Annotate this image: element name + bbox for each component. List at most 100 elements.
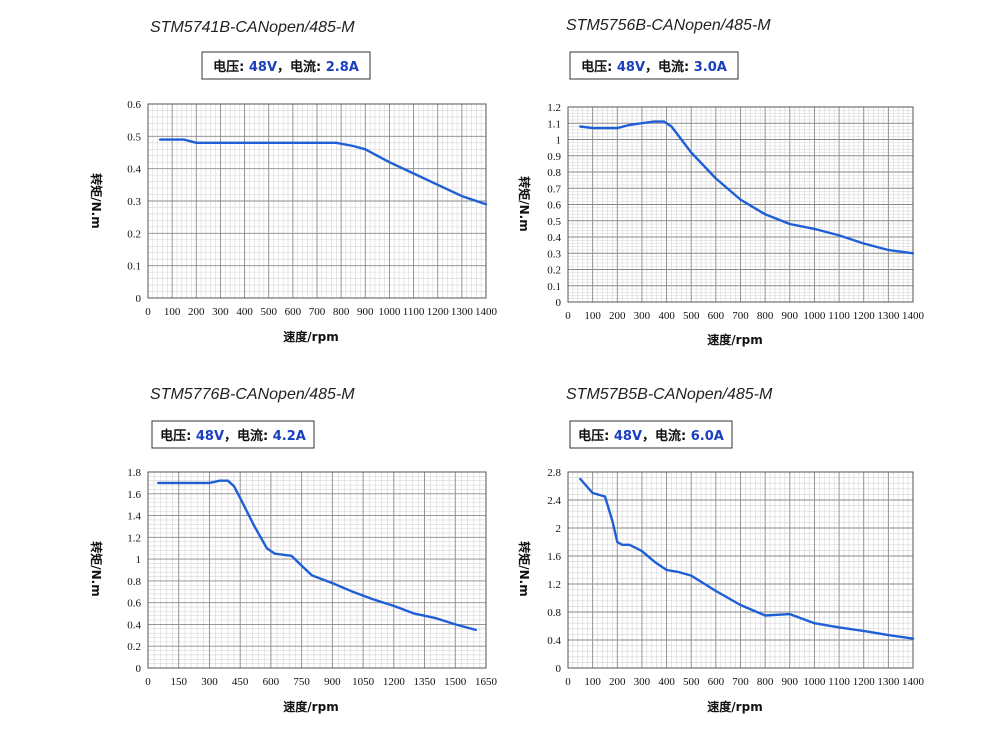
x-tick-label: 1200 bbox=[383, 676, 406, 688]
torque-curve bbox=[579, 477, 915, 640]
x-tick-label: 400 bbox=[658, 676, 675, 688]
voltage-value: 48V bbox=[249, 60, 277, 75]
voltage-label: 电压: bbox=[160, 428, 196, 444]
x-tick-label: 100 bbox=[584, 676, 601, 688]
x-tick-label: 1350 bbox=[414, 676, 437, 688]
voltage-value: 48V bbox=[614, 429, 642, 444]
y-tick-label: 2.4 bbox=[547, 495, 561, 507]
plot-frame bbox=[147, 103, 487, 299]
y-tick-label: 0.3 bbox=[127, 196, 141, 208]
torque-curve bbox=[156, 479, 477, 632]
x-tick-label: 600 bbox=[708, 676, 725, 688]
current-value: 4.2A bbox=[273, 429, 306, 444]
x-tick-label: 450 bbox=[232, 676, 249, 688]
x-tick-label: 700 bbox=[732, 676, 749, 688]
spec-box bbox=[151, 420, 315, 449]
y-tick-label: 0.6 bbox=[127, 598, 141, 610]
x-axis-label: 速度/rpm bbox=[707, 699, 762, 714]
spec-text: 电压: 48V，电流: 2.8A bbox=[213, 59, 359, 75]
x-tick-label: 200 bbox=[609, 310, 626, 322]
voltage-label: 电压: bbox=[581, 59, 617, 75]
x-tick-label: 0 bbox=[565, 676, 571, 688]
x-tick-label: 400 bbox=[236, 306, 253, 318]
y-tick-label: 1 bbox=[136, 554, 142, 566]
y-tick-label: 0 bbox=[556, 663, 562, 675]
x-tick-label: 500 bbox=[260, 306, 277, 318]
y-tick-label: 2 bbox=[556, 523, 562, 535]
y-tick-label: 0 bbox=[136, 293, 142, 305]
y-axis-label: 转矩/N.m bbox=[89, 173, 104, 229]
y-tick-label: 0.2 bbox=[127, 228, 141, 240]
chart-2: 0 100 200 300 400 500 600 700 800 900 1000 1100 1200… bbox=[517, 17, 925, 347]
x-tick-label: 300 bbox=[634, 310, 651, 322]
x-tick-label: 1400 bbox=[902, 676, 925, 688]
x-tick-label: 750 bbox=[293, 676, 310, 688]
x-tick-label: 1200 bbox=[427, 306, 450, 318]
x-tick-label: 900 bbox=[782, 310, 799, 322]
x-tick-label: 300 bbox=[634, 676, 651, 688]
y-tick-label: 0.4 bbox=[127, 164, 141, 176]
spec-separator: ， bbox=[642, 429, 655, 444]
minor-grid bbox=[568, 472, 913, 668]
x-tick-label: 600 bbox=[708, 310, 725, 322]
x-tick-label: 1500 bbox=[444, 676, 467, 688]
x-tick-label: 300 bbox=[201, 676, 218, 688]
spec-separator: ， bbox=[277, 60, 290, 75]
y-tick-label: 0.4 bbox=[547, 635, 561, 647]
x-tick-label: 500 bbox=[683, 676, 700, 688]
torque-curve bbox=[579, 120, 915, 255]
x-tick-label: 1300 bbox=[877, 310, 900, 322]
x-axis-label: 速度/rpm bbox=[707, 332, 762, 347]
torque-curve bbox=[158, 138, 488, 206]
x-tick-label: 1050 bbox=[352, 676, 375, 688]
y-tick-label: 1.1 bbox=[547, 118, 561, 130]
x-tick-label: 1300 bbox=[877, 676, 900, 688]
x-tick-label: 1100 bbox=[828, 310, 850, 322]
x-tick-label: 1000 bbox=[803, 676, 826, 688]
x-tick-label: 1300 bbox=[451, 306, 474, 318]
x-tick-label: 600 bbox=[285, 306, 302, 318]
x-tick-label: 150 bbox=[170, 676, 187, 688]
current-label: 电流: bbox=[655, 428, 691, 444]
plot-frame bbox=[567, 471, 914, 669]
current-value: 2.8A bbox=[326, 60, 359, 75]
current-label: 电流: bbox=[290, 59, 326, 75]
y-tick-label: 0.8 bbox=[547, 607, 561, 619]
y-tick-label: 1.2 bbox=[547, 102, 561, 114]
x-tick-label: 0 bbox=[565, 310, 571, 322]
spec-text: 电压: 48V，电流: 3.0A bbox=[581, 59, 727, 75]
x-tick-label: 700 bbox=[309, 306, 326, 318]
y-tick-label: 0.9 bbox=[547, 151, 561, 163]
x-tick-label: 200 bbox=[609, 676, 626, 688]
x-axis-label: 速度/rpm bbox=[283, 329, 338, 344]
y-tick-label: 0.6 bbox=[547, 200, 561, 212]
x-tick-label: 1400 bbox=[475, 306, 498, 318]
current-value: 3.0A bbox=[694, 60, 727, 75]
chart-title: STM5756B-CANopen/485-M bbox=[566, 17, 771, 34]
x-tick-label: 1200 bbox=[853, 676, 876, 688]
x-tick-label: 1000 bbox=[803, 310, 826, 322]
y-tick-label: 0.2 bbox=[547, 265, 561, 277]
x-tick-label: 600 bbox=[263, 676, 280, 688]
chart-title: STM57B5B-CANopen/485-M bbox=[566, 386, 773, 403]
voltage-label: 电压: bbox=[213, 59, 249, 75]
y-tick-label: 0.5 bbox=[547, 216, 561, 228]
current-value: 6.0A bbox=[691, 429, 724, 444]
y-tick-label: 0.3 bbox=[547, 248, 561, 260]
x-tick-label: 900 bbox=[782, 676, 799, 688]
y-tick-label: 1.2 bbox=[547, 579, 561, 591]
x-tick-label: 500 bbox=[683, 310, 700, 322]
x-tick-label: 300 bbox=[212, 306, 229, 318]
x-axis-label: 速度/rpm bbox=[283, 699, 338, 714]
y-axis-label: 转矩/N.m bbox=[517, 176, 532, 232]
y-tick-label: 0 bbox=[556, 297, 562, 309]
plot-frame bbox=[147, 471, 487, 669]
voltage-value: 48V bbox=[196, 429, 224, 444]
spec-separator: ， bbox=[645, 60, 658, 75]
x-tick-label: 700 bbox=[732, 310, 749, 322]
y-tick-label: 2.8 bbox=[547, 467, 561, 479]
y-tick-label: 0.1 bbox=[547, 281, 561, 293]
x-tick-label: 800 bbox=[757, 676, 774, 688]
y-tick-label: 0.1 bbox=[127, 261, 141, 273]
